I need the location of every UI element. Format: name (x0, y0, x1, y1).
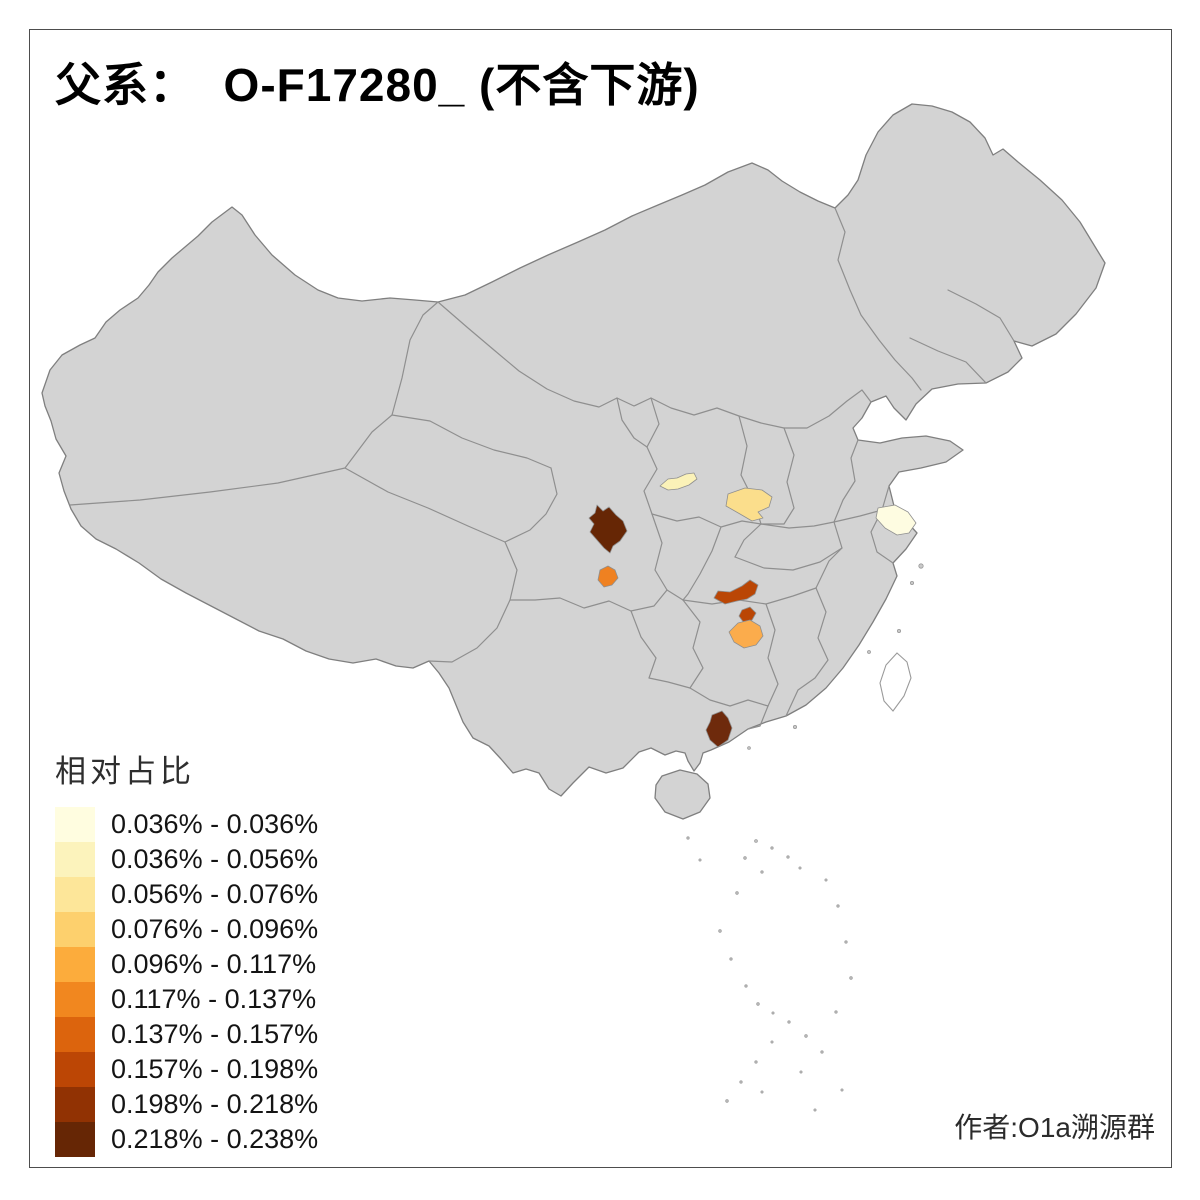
legend-item: 0.117% - 0.137% (55, 982, 318, 1017)
legend-item: 0.218% - 0.238% (55, 1122, 318, 1157)
legend-swatch (55, 842, 95, 877)
highlighted-region-guizhou-north (713, 579, 759, 605)
plot-border-frame (29, 29, 1172, 1168)
author-credit: 作者:O1a溯源群 (954, 1112, 1155, 1143)
legend-item: 0.198% - 0.218% (55, 1087, 318, 1122)
legend-label: 0.036% - 0.056% (111, 844, 319, 874)
legend-swatch (55, 1052, 95, 1087)
legend-label: 0.117% - 0.137% (111, 984, 317, 1014)
map-title: 父系： O-F17280_ (不含下游) (55, 59, 700, 111)
legend-swatch (55, 947, 95, 982)
legend-item: 0.036% - 0.036% (55, 807, 318, 842)
legend-swatch (55, 982, 95, 1017)
legend-label: 0.157% - 0.198% (111, 1054, 319, 1084)
legend-item: 0.137% - 0.157% (55, 1017, 318, 1052)
legend-label: 0.198% - 0.218% (111, 1089, 319, 1119)
china-mainland (41, 103, 1106, 797)
legend-item: 0.096% - 0.117% (55, 947, 318, 982)
legend-item: 0.157% - 0.198% (55, 1052, 318, 1087)
legend-item: 0.076% - 0.096% (55, 912, 318, 947)
province-borders (69, 207, 1015, 730)
highlighted-region-guangxi-south (705, 710, 733, 748)
legend-swatch (55, 1087, 95, 1122)
legend-swatch (55, 807, 95, 842)
legend-swatch (55, 1122, 95, 1157)
highlighted-regions (588, 472, 917, 748)
highlighted-region-guizhou-central (728, 619, 764, 649)
legend-swatch (55, 877, 95, 912)
highlighted-region-shaanxi-south (725, 487, 773, 522)
legend-label: 0.096% - 0.117% (111, 949, 317, 979)
highlighted-region-jiangsu-south (875, 504, 917, 536)
legend-items: 0.036% - 0.036% 0.036% - 0.056% 0.056% - 0… (55, 807, 318, 1157)
legend-item: 0.056% - 0.076% (55, 877, 318, 912)
legend-label: 0.218% - 0.238% (111, 1124, 319, 1154)
legend-label: 0.036% - 0.036% (111, 809, 319, 839)
legend-label: 0.137% - 0.157% (111, 1019, 319, 1049)
legend-title: 相对占比 (55, 754, 195, 789)
taiwan-island (879, 652, 912, 712)
legend: 相对占比 0.036% - 0.036% 0.036% - 0.056% 0.056… (55, 746, 318, 1157)
legend-label: 0.076% - 0.096% (111, 914, 319, 944)
legend-swatch (55, 1017, 95, 1052)
legend-swatch (55, 912, 95, 947)
hainan-island (654, 769, 711, 820)
legend-item: 0.036% - 0.056% (55, 842, 318, 877)
highlighted-region-sichuan-west (588, 504, 628, 554)
highlighted-region-gansu (659, 472, 698, 491)
highlighted-region-guizhou-mid (738, 606, 757, 624)
legend-label: 0.056% - 0.076% (111, 879, 319, 909)
south-china-sea-islands (686, 563, 924, 1112)
highlighted-region-sichuan-south (597, 565, 619, 588)
